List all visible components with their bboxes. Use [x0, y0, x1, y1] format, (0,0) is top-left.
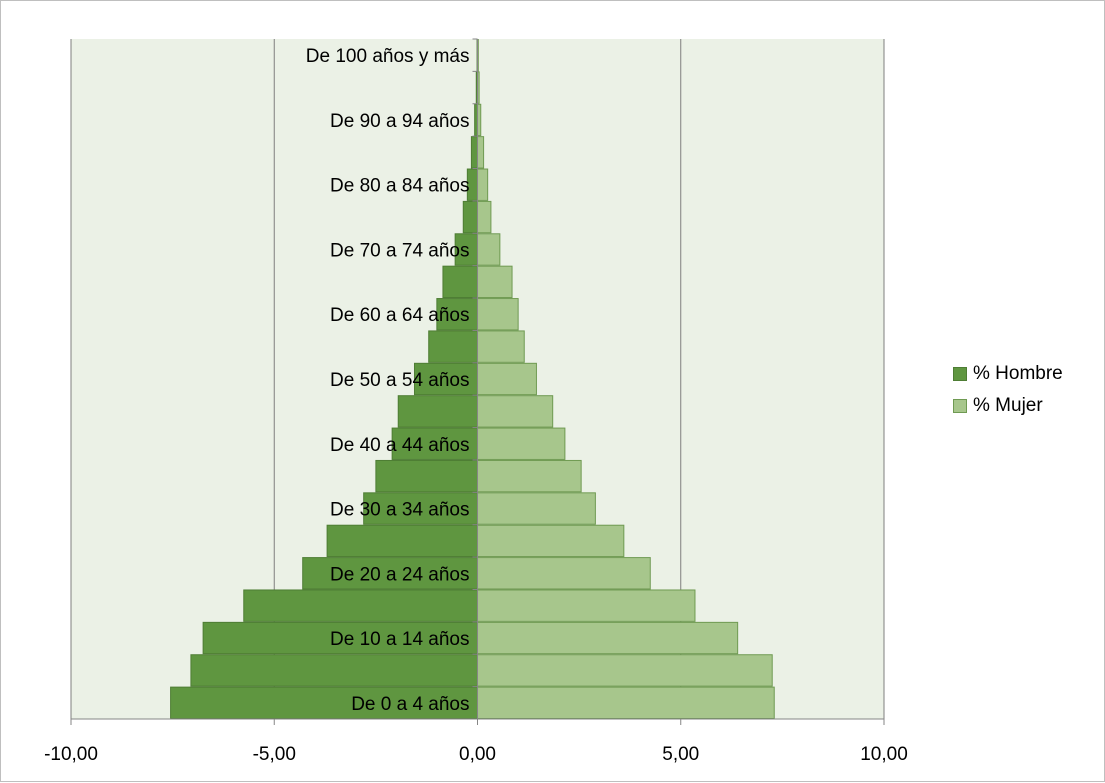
bar-mujer-14	[477, 233, 501, 266]
legend-item-mujer: % Mujer	[953, 391, 1063, 421]
x-tick-label-1: -5,00	[253, 744, 296, 765]
bar-hombre-15	[462, 200, 478, 234]
category-label-0: De 0 a 4 años	[351, 694, 469, 715]
bar-mujer-8	[477, 427, 566, 460]
bar-hombre-11	[428, 330, 478, 363]
bar-mujer-15	[477, 200, 492, 234]
x-tick-labels: -10,00 -5,00 0,00 5,00 10,00	[44, 744, 908, 765]
bars	[170, 39, 775, 719]
category-label-4: De 20 a 24 años	[330, 564, 469, 585]
bar-mujer-7	[477, 459, 582, 493]
legend-swatch-hombre	[953, 367, 967, 381]
bar-hombre-1	[190, 654, 478, 687]
x-tick-label-2: 0,00	[459, 744, 496, 765]
category-label-2: De 10 a 14 años	[330, 629, 469, 650]
category-label-14: De 70 a 74 años	[330, 240, 469, 261]
bar-mujer-2	[477, 621, 739, 655]
bar-hombre-2	[202, 621, 479, 655]
legend-label-mujer: % Mujer	[973, 395, 1043, 416]
bar-mujer-12	[477, 298, 519, 331]
bar-mujer-6	[477, 492, 596, 525]
bar-hombre-17	[470, 136, 478, 169]
bar-mujer-9	[477, 395, 554, 428]
category-label-6: De 30 a 34 años	[330, 500, 469, 521]
bar-hombre-7	[375, 459, 478, 493]
bar-mujer-17	[477, 136, 485, 169]
x-tick-label-4: 10,00	[860, 744, 908, 765]
bar-mujer-11	[477, 330, 525, 363]
bar-mujer-5	[477, 524, 625, 558]
category-label-8: De 40 a 44 años	[330, 435, 469, 456]
bar-hombre-9	[397, 395, 479, 428]
legend: % Hombre % Mujer	[953, 359, 1063, 423]
bar-mujer-10	[477, 362, 537, 396]
bar-hombre-4	[302, 557, 478, 590]
legend-label-hombre: % Hombre	[973, 363, 1063, 384]
bar-mujer-16	[477, 168, 489, 201]
bar-hombre-5	[326, 524, 478, 558]
bar-mujer-3	[477, 589, 696, 622]
x-tick-label-0: -10,00	[44, 744, 98, 765]
legend-item-hombre: % Hombre	[953, 359, 1063, 389]
category-label-16: De 80 a 84 años	[330, 176, 469, 197]
bar-hombre-13	[442, 265, 479, 299]
category-label-10: De 50 a 54 años	[330, 370, 469, 391]
category-label-12: De 60 a 64 años	[330, 305, 469, 326]
category-label-20: De 100 años y más	[306, 46, 470, 67]
x-tick-label-3: 5,00	[662, 744, 699, 765]
legend-swatch-mujer	[953, 399, 967, 413]
bar-mujer-13	[477, 265, 513, 299]
bar-mujer-4	[477, 557, 651, 590]
bar-hombre-12	[436, 298, 479, 331]
category-labels: De 0 a 4 años De 10 a 14 años De 20 a 24 a…	[306, 46, 470, 715]
bar-mujer-0	[477, 686, 775, 719]
bar-hombre-8	[391, 427, 479, 460]
axes	[70, 38, 885, 725]
category-label-18: De 90 a 94 años	[330, 111, 469, 132]
bar-mujer-1	[477, 654, 773, 687]
bar-hombre-3	[243, 589, 478, 622]
bar-hombre-10	[413, 362, 478, 396]
